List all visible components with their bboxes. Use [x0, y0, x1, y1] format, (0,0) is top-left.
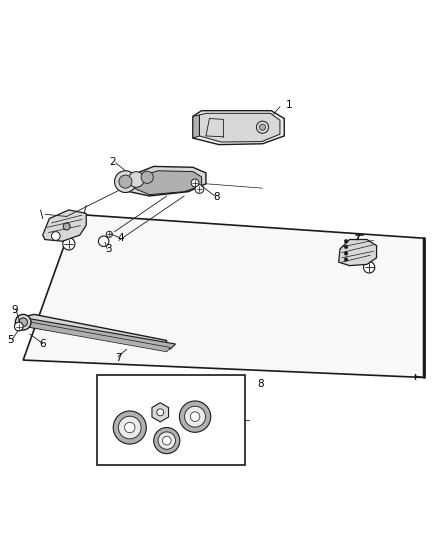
Text: 9: 9	[11, 305, 18, 315]
Circle shape	[51, 232, 60, 240]
Circle shape	[344, 245, 348, 249]
Circle shape	[180, 401, 211, 432]
Circle shape	[106, 231, 113, 237]
Circle shape	[19, 318, 28, 327]
Polygon shape	[25, 322, 170, 352]
Circle shape	[14, 322, 23, 331]
Circle shape	[344, 239, 348, 243]
Circle shape	[115, 171, 136, 192]
Polygon shape	[132, 171, 201, 195]
Circle shape	[364, 262, 375, 273]
Text: 4: 4	[118, 233, 124, 243]
Circle shape	[63, 238, 75, 250]
Circle shape	[344, 258, 348, 261]
Circle shape	[191, 179, 199, 187]
Polygon shape	[152, 403, 169, 422]
Text: 8: 8	[257, 379, 264, 389]
Circle shape	[157, 409, 164, 416]
Circle shape	[118, 416, 141, 439]
Circle shape	[99, 236, 109, 246]
Circle shape	[15, 314, 31, 330]
Text: 8: 8	[213, 192, 220, 202]
Polygon shape	[339, 239, 377, 265]
Text: 2: 2	[109, 157, 116, 167]
Text: 5: 5	[7, 335, 14, 345]
Circle shape	[195, 184, 204, 193]
Circle shape	[113, 411, 146, 444]
Polygon shape	[199, 114, 280, 142]
Polygon shape	[19, 314, 167, 348]
Text: 6: 6	[39, 339, 46, 349]
Circle shape	[158, 432, 176, 449]
Polygon shape	[193, 111, 284, 144]
Polygon shape	[23, 214, 424, 377]
Circle shape	[141, 171, 153, 183]
Polygon shape	[25, 319, 176, 349]
Text: 1: 1	[285, 100, 292, 110]
Circle shape	[162, 436, 171, 445]
Circle shape	[190, 412, 200, 422]
Circle shape	[128, 172, 144, 187]
Circle shape	[124, 422, 135, 433]
Text: 7: 7	[116, 353, 122, 363]
Circle shape	[119, 175, 132, 188]
Circle shape	[344, 252, 348, 255]
Polygon shape	[43, 210, 86, 241]
Polygon shape	[123, 166, 206, 196]
Text: 3: 3	[105, 244, 111, 254]
Polygon shape	[193, 115, 199, 138]
Circle shape	[63, 223, 70, 230]
Circle shape	[154, 427, 180, 454]
Circle shape	[259, 124, 265, 130]
Circle shape	[185, 406, 205, 427]
Circle shape	[256, 121, 268, 133]
Bar	[97, 375, 245, 465]
